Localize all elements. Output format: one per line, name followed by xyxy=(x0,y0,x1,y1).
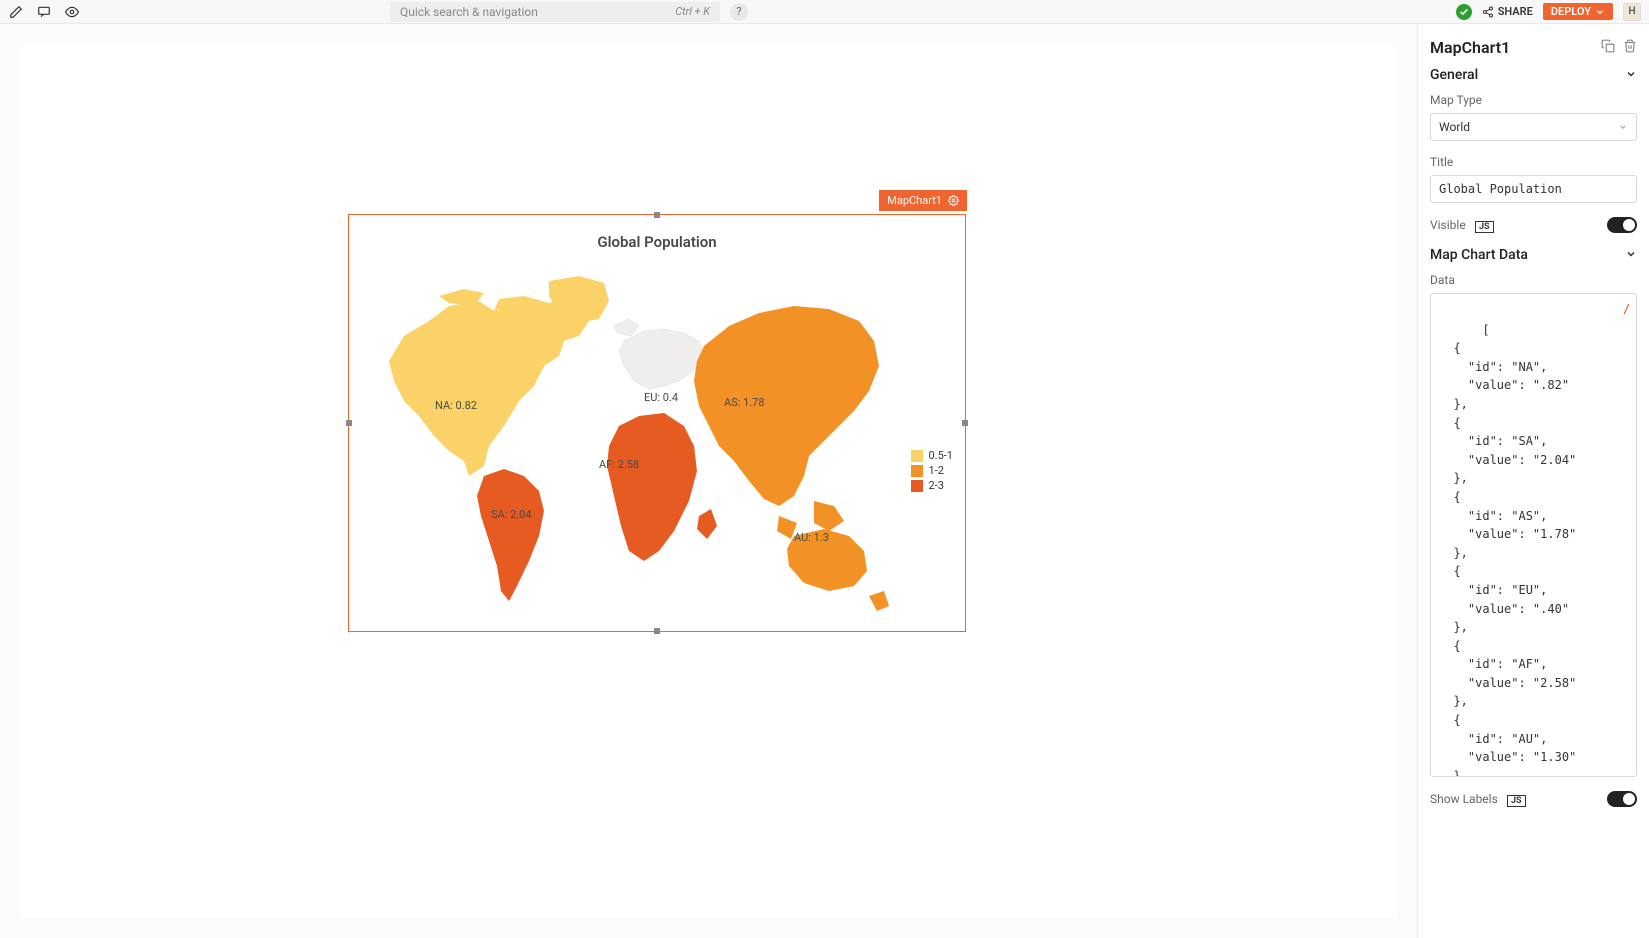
chevron-down-icon xyxy=(1625,68,1637,83)
legend-swatch xyxy=(911,465,923,477)
visible-row: Visible JS xyxy=(1430,217,1637,233)
chart-title: Global Population xyxy=(349,215,965,251)
region-af xyxy=(607,413,717,561)
comment-icon[interactable] xyxy=(36,4,52,20)
help-icon[interactable]: ? xyxy=(730,3,748,21)
preview-icon[interactable] xyxy=(64,4,80,20)
topbar-left-tools xyxy=(8,4,80,20)
delete-icon[interactable] xyxy=(1623,39,1637,57)
section-data[interactable]: Map Chart Data xyxy=(1430,247,1637,263)
copy-icon[interactable] xyxy=(1601,39,1615,57)
title-input[interactable] xyxy=(1430,175,1637,203)
region-na xyxy=(389,289,589,476)
section-data-label: Map Chart Data xyxy=(1430,247,1528,263)
label-na: NA: 0.82 xyxy=(435,399,477,412)
legend-label: 2-3 xyxy=(929,479,944,492)
deploy-label: DEPLOY xyxy=(1551,5,1591,18)
chevron-down-icon xyxy=(1618,122,1628,132)
region-as xyxy=(694,306,879,539)
panel-title: MapChart1 xyxy=(1430,38,1510,57)
canvas-area[interactable]: MapChart1 Global Population xyxy=(0,24,1417,938)
legend-row: 0.5-1 xyxy=(911,449,954,462)
chevron-down-icon xyxy=(1595,7,1605,17)
show-labels-label: Show Labels xyxy=(1430,792,1498,806)
resize-handle-s[interactable] xyxy=(654,628,660,634)
main: MapChart1 Global Population xyxy=(0,24,1649,938)
mapchart-widget[interactable]: Global Population xyxy=(348,214,966,632)
legend-row: 1-2 xyxy=(911,464,954,477)
map-type-label: Map Type xyxy=(1430,93,1637,107)
properties-panel: MapChart1 General Map Type World Title xyxy=(1417,24,1649,938)
section-general[interactable]: General xyxy=(1430,67,1637,83)
widget-tag[interactable]: MapChart1 xyxy=(879,190,967,211)
resize-handle-n[interactable] xyxy=(654,212,660,218)
map-container: NA: 0.82 SA: 2.04 EU: 0.4 AF: 2.58 AS: 1… xyxy=(349,251,965,611)
share-label: SHARE xyxy=(1498,5,1533,18)
legend-swatch xyxy=(911,450,923,462)
legend-label: 1-2 xyxy=(929,464,944,477)
avatar[interactable]: H xyxy=(1623,3,1641,21)
map-type-value: World xyxy=(1439,120,1470,134)
label-af: AF: 2.58 xyxy=(599,458,639,471)
visible-toggle[interactable] xyxy=(1607,217,1637,233)
data-code-content: [ { "id": "NA", "value": ".82" }, { "id"… xyxy=(1439,323,1576,777)
search-placeholder: Quick search & navigation xyxy=(400,5,538,19)
search-input[interactable]: Quick search & navigation Ctrl + K xyxy=(390,2,720,22)
legend-label: 0.5-1 xyxy=(929,449,954,462)
section-general-label: General xyxy=(1430,67,1478,83)
label-sa: SA: 2.04 xyxy=(491,508,532,521)
data-code-input[interactable]: / [ { "id": "NA", "value": ".82" }, { "id… xyxy=(1430,293,1637,777)
world-map-svg xyxy=(349,251,967,611)
canvas-inner: MapChart1 Global Population xyxy=(20,44,1397,918)
region-sa xyxy=(477,469,544,601)
js-badge[interactable]: JS xyxy=(1475,221,1494,233)
widget-wrapper[interactable]: MapChart1 Global Population xyxy=(348,214,966,632)
legend-row: 2-3 xyxy=(911,479,954,492)
visible-label: Visible xyxy=(1430,218,1466,232)
widget-tag-label: MapChart1 xyxy=(887,194,942,207)
status-ok-icon xyxy=(1456,4,1472,20)
data-label: Data xyxy=(1430,273,1637,287)
edit-icon[interactable] xyxy=(8,4,24,20)
show-labels-row: Show Labels JS xyxy=(1430,791,1637,807)
gear-icon[interactable] xyxy=(948,195,959,206)
region-eu xyxy=(614,319,704,389)
legend-swatch xyxy=(911,480,923,492)
chevron-down-icon xyxy=(1625,248,1637,263)
deploy-button[interactable]: DEPLOY xyxy=(1543,3,1613,20)
share-icon xyxy=(1482,6,1494,18)
show-labels-toggle[interactable] xyxy=(1607,791,1637,807)
expand-icon[interactable]: / xyxy=(1623,300,1630,319)
topbar: Quick search & navigation Ctrl + K ? SHA… xyxy=(0,0,1649,24)
search-shortcut: Ctrl + K xyxy=(675,5,710,18)
share-button[interactable]: SHARE xyxy=(1482,5,1533,18)
label-au: AU: 1.3 xyxy=(794,531,829,544)
legend: 0.5-1 1-2 2-3 xyxy=(911,449,954,494)
map-type-select[interactable]: World xyxy=(1430,113,1637,141)
panel-header: MapChart1 xyxy=(1430,38,1637,57)
title-label: Title xyxy=(1430,155,1637,169)
label-as: AS: 1.78 xyxy=(724,396,765,409)
label-eu: EU: 0.4 xyxy=(644,391,678,404)
topbar-right: SHARE DEPLOY H xyxy=(1456,3,1641,21)
js-badge[interactable]: JS xyxy=(1507,795,1526,807)
